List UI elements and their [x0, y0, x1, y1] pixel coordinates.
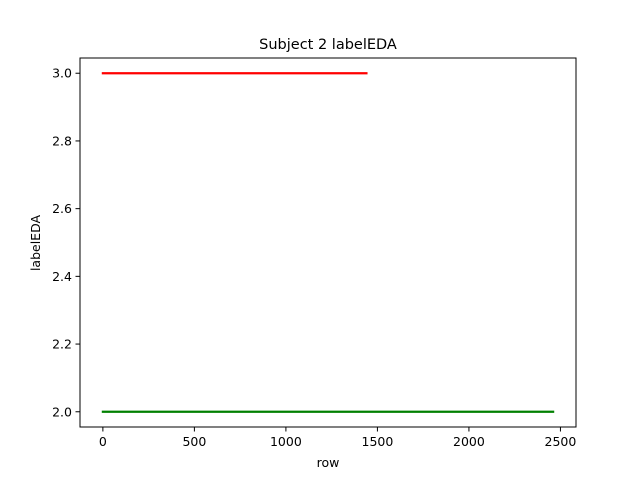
y-axis-label: labelEDA — [28, 215, 43, 272]
y-tick-label: 2.4 — [52, 269, 72, 284]
chart-title: Subject 2 labelEDA — [259, 37, 397, 53]
y-tick-label: 2.0 — [52, 404, 72, 419]
y-tick-label: 2.2 — [52, 337, 72, 352]
x-tick-label: 1000 — [270, 434, 302, 449]
x-tick-label: 0 — [99, 434, 107, 449]
x-tick-label: 2000 — [453, 434, 485, 449]
y-tick-label: 3.0 — [52, 66, 72, 81]
series-layer — [101, 72, 555, 413]
y-tick-label: 2.6 — [52, 201, 72, 216]
y-axis-ticks: 2.0 2.2 2.4 2.6 2.8 3.0 — [52, 66, 80, 419]
x-axis-label: row — [317, 455, 340, 470]
x-tick-label: 500 — [182, 434, 206, 449]
x-tick-label: 1500 — [362, 434, 394, 449]
y-tick-label: 2.8 — [52, 133, 72, 148]
x-axis-ticks: 0 500 1000 1500 2000 2500 — [99, 427, 576, 449]
plot-frame — [79, 57, 577, 428]
x-tick-label: 2500 — [545, 434, 577, 449]
